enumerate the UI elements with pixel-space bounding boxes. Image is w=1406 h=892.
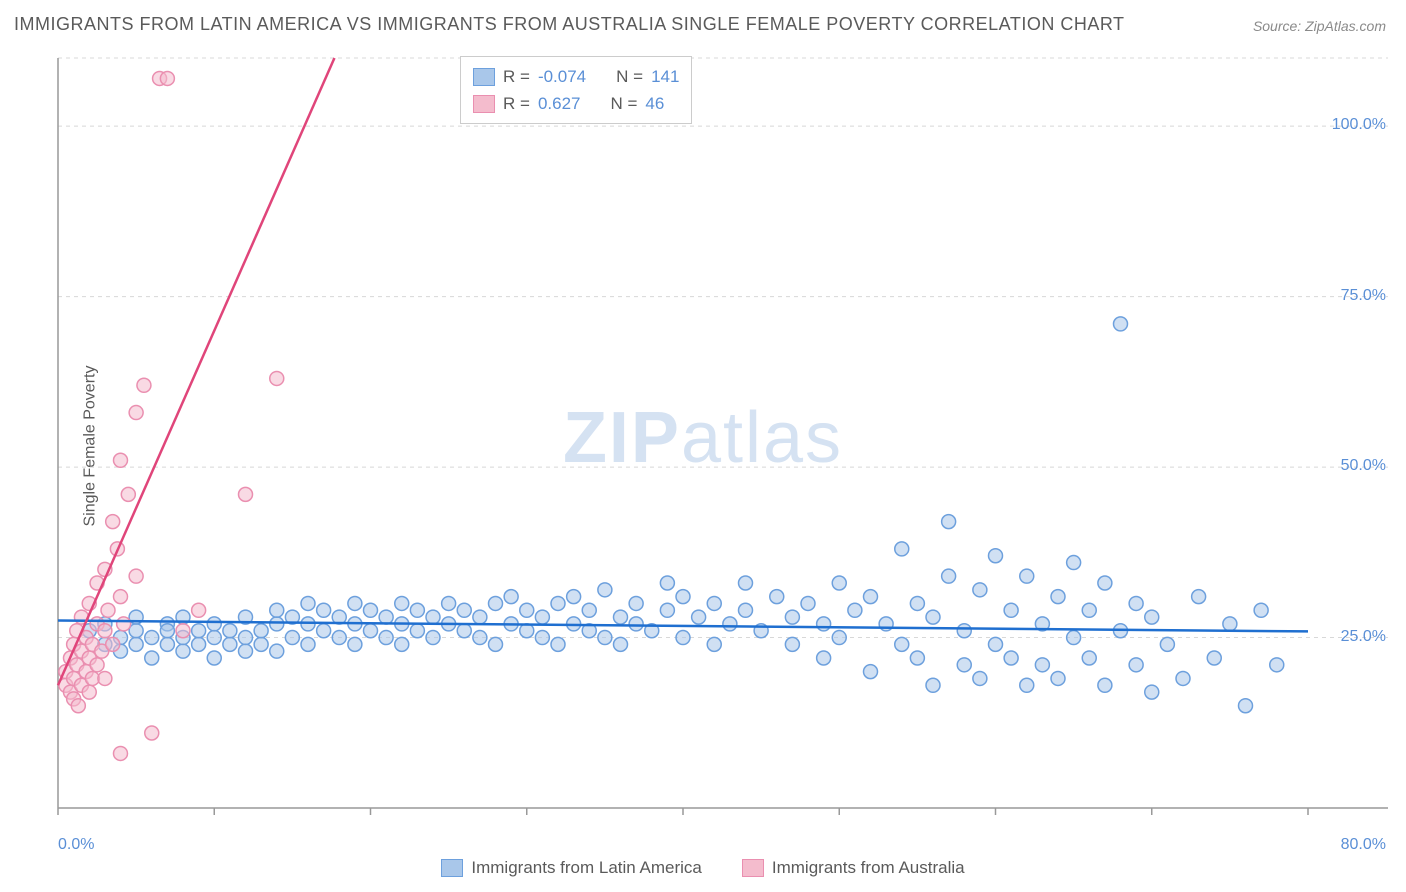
y-tick-label: 25.0% bbox=[1341, 628, 1386, 646]
correlation-chart: IMMIGRANTS FROM LATIN AMERICA VS IMMIGRA… bbox=[0, 0, 1406, 892]
r-label: R = bbox=[503, 63, 530, 90]
n-value: 46 bbox=[645, 90, 664, 117]
legend-label: Immigrants from Australia bbox=[772, 858, 965, 878]
y-tick-label: 75.0% bbox=[1341, 287, 1386, 305]
legend-item: Immigrants from Latin America bbox=[441, 858, 702, 878]
series-legend: Immigrants from Latin America Immigrants … bbox=[0, 858, 1406, 878]
legend-swatch bbox=[473, 68, 495, 86]
legend-swatch bbox=[742, 859, 764, 877]
legend-row: R = -0.074 N = 141 bbox=[473, 63, 679, 90]
legend-item: Immigrants from Australia bbox=[742, 858, 965, 878]
legend-label: Immigrants from Latin America bbox=[471, 858, 702, 878]
r-label: R = bbox=[503, 90, 530, 117]
legend-swatch bbox=[473, 95, 495, 113]
n-label: N = bbox=[616, 63, 643, 90]
y-tick-label: 100.0% bbox=[1332, 116, 1386, 134]
plot-area bbox=[48, 48, 1388, 848]
n-value: 141 bbox=[651, 63, 679, 90]
chart-title: IMMIGRANTS FROM LATIN AMERICA VS IMMIGRA… bbox=[14, 14, 1125, 35]
r-value: -0.074 bbox=[538, 63, 586, 90]
correlation-legend: R = -0.074 N = 141 R = 0.627 N = 46 bbox=[460, 56, 692, 124]
y-tick-label: 50.0% bbox=[1341, 457, 1386, 475]
n-label: N = bbox=[610, 90, 637, 117]
source-attribution: Source: ZipAtlas.com bbox=[1253, 18, 1386, 34]
x-tick-label: 80.0% bbox=[1341, 836, 1386, 854]
x-tick-label: 0.0% bbox=[58, 836, 94, 854]
legend-row: R = 0.627 N = 46 bbox=[473, 90, 679, 117]
r-value: 0.627 bbox=[538, 90, 581, 117]
legend-swatch bbox=[441, 859, 463, 877]
